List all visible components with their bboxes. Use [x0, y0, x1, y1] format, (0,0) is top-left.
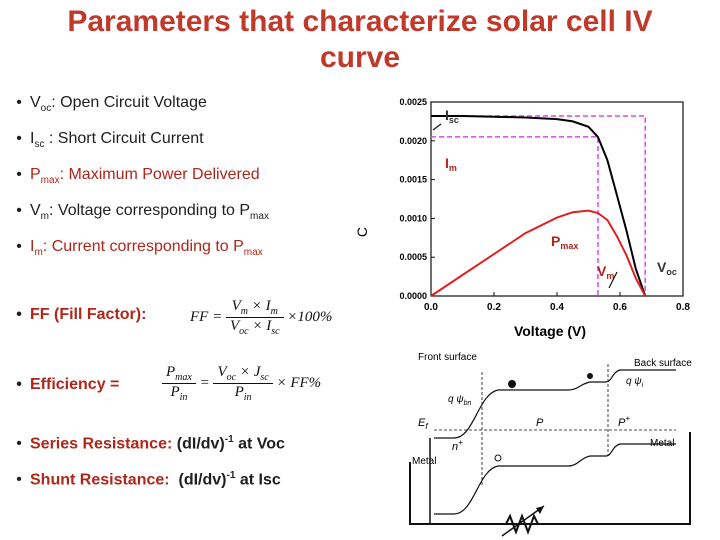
front-surface-label: Front surface [418, 352, 477, 363]
valence-band [434, 443, 676, 515]
load-resistor-icon [505, 513, 539, 535]
bullet-ff: • FF (Fill Factor): [16, 306, 147, 323]
nplus-region-label: n+ [452, 438, 463, 453]
im-vm-guide [431, 136, 599, 296]
bullet-im: • Im: Current corresponding to Pmax [16, 238, 263, 259]
x-axis-label: Voltage (V) [514, 323, 586, 339]
bullet-shunt-resistance: • Shunt Resistance: (dI/dv)-1 at Isc [16, 470, 281, 489]
series-line-p [430, 209, 647, 297]
fill-factor-formula: FF = Vm × Im Voc × Isc ×100% [190, 298, 333, 337]
isc-annotation: Isc [445, 107, 459, 125]
im-annotation: Im [445, 155, 457, 173]
fill-factor-fraction: Vm × Im Voc × Isc [225, 298, 284, 337]
y-tick-label: 0.0010 [399, 213, 427, 223]
y-tick-label: 0.0005 [399, 252, 427, 262]
p-region-label: P [536, 417, 544, 429]
chart-axes: 0.0 0.2 0.4 0.6 0.8 0.0000 0.0005 0.0010 0.0015 0… [399, 97, 690, 313]
y-tick-label: 0.0015 [399, 175, 427, 185]
y-axis-label: C [355, 227, 370, 237]
efficiency-formula: Pmax Pin = Voc × Jsc Pin × FF% [162, 364, 321, 403]
y-tick-label: 0.0000 [399, 291, 427, 301]
y-tick-label: 0.0025 [399, 97, 427, 107]
circuit-wire [409, 432, 691, 525]
x-tick-label: 0.2 [487, 302, 501, 313]
qpsi-right-label: q ψi [626, 376, 644, 389]
vm-annotation: Vm [597, 263, 614, 281]
chart-annotations: Isc Im Pmax Vm Voc [432, 107, 677, 289]
x-tick-label: 0.6 [613, 302, 627, 313]
iv-curve-chart: 0.0 0.2 0.4 0.6 0.8 0.0000 0.0005 0.0010 0.0015 0… [355, 97, 690, 339]
series-line-i [431, 115, 647, 297]
bullet-pmax: • Pmax: Maximum Power Delivered [16, 166, 260, 187]
x-tick-label: 0.0 [424, 302, 438, 313]
efficiency-fraction-2: Voc × Jsc Pin [213, 364, 273, 403]
x-tick-label: 0.8 [676, 302, 690, 313]
bullet-vm: • Vm: Voltage corresponding to Pmax [16, 202, 269, 223]
conduction-band [434, 369, 676, 439]
qpsi-left-label: q ψbn [448, 394, 472, 407]
y-tick-label: 0.0020 [399, 136, 427, 146]
chart-series [430, 115, 647, 297]
back-surface-label: Back surface [634, 358, 692, 369]
bullet-isc: • Isc : Short Circuit Current [16, 130, 204, 151]
voc-annotation: Voc [657, 259, 677, 277]
page-title: Parameters that characterize solar cell … [67, 5, 653, 74]
pplus-region-label: P+ [618, 414, 630, 429]
isc-voc-guide [431, 115, 646, 296]
variable-arrow-icon [501, 505, 545, 537]
isc-arrow [432, 123, 442, 131]
metal-right-label: Metal [650, 438, 674, 449]
electron-icon-2 [587, 373, 593, 379]
x-tick-label: 0.4 [550, 302, 564, 313]
efficiency-fraction-1: Pmax Pin [162, 364, 196, 403]
metal-left-label: Metal [412, 456, 436, 467]
vm-arrow [608, 271, 618, 289]
electron-icon [508, 380, 516, 388]
chart-guides [431, 115, 646, 296]
bullet-series-resistance: • Series Resistance: (dI/dv)-1 at Voc [16, 434, 285, 453]
band-diagram: Front surface Back surface Ef P P+ n+ q … [409, 352, 692, 537]
pmax-annotation: Pmax [551, 233, 578, 251]
ef-label: Ef [418, 417, 428, 431]
hole-icon [494, 454, 502, 462]
bullet-voc: • Voc: Open Circuit Voltage [16, 94, 207, 115]
bullet-efficiency: • Efficiency = [16, 376, 120, 393]
